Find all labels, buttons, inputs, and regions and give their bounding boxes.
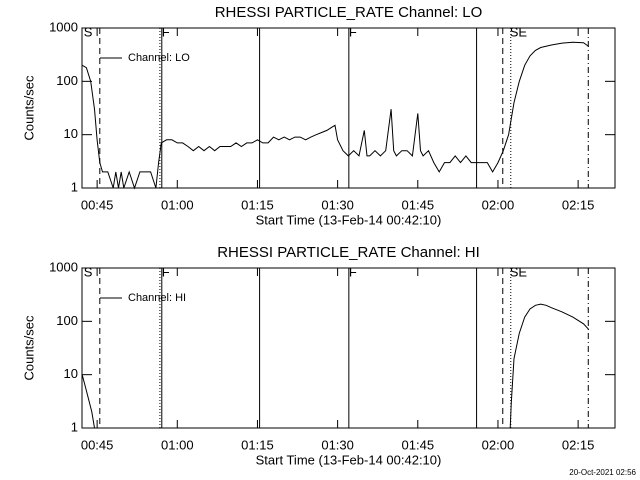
y-axis-label: Counts/sec — [21, 315, 36, 381]
x-tick-label: 00:45 — [81, 197, 114, 212]
chart-title: RHESSI PARTICLE_RATE Channel: HI — [217, 244, 480, 261]
data-line — [81, 41, 590, 190]
y-tick-label: 1000 — [49, 19, 78, 34]
x-tick-label: 02:00 — [482, 197, 515, 212]
x-axis-label: Start Time (13-Feb-14 00:42:10) — [256, 212, 442, 227]
legend-label: Channel: LO — [128, 52, 190, 64]
x-tick-label: 01:15 — [241, 197, 274, 212]
y-axis-label: Counts/sec — [21, 75, 36, 141]
y-tick-label: 1 — [71, 419, 78, 434]
x-tick-label: 00:45 — [81, 437, 114, 452]
x-tick-label: 02:15 — [562, 197, 595, 212]
x-tick-label: 01:30 — [321, 197, 354, 212]
y-tick-label: 100 — [56, 73, 78, 88]
event-flag: F — [162, 24, 170, 39]
y-tick-label: 10 — [64, 126, 78, 141]
y-tick-label: 1 — [71, 179, 78, 194]
x-tick-label: 01:15 — [241, 437, 274, 452]
x-tick-label: 02:15 — [562, 437, 595, 452]
x-tick-label: 01:45 — [402, 197, 435, 212]
event-flag: SE — [510, 24, 528, 39]
chart-title: RHESSI PARTICLE_RATE Channel: LO — [215, 4, 483, 21]
x-tick-label: 02:00 — [482, 437, 515, 452]
x-tick-label: 01:00 — [161, 437, 194, 452]
timestamp: 20-Oct-2021 02:56 — [569, 468, 636, 477]
event-flag: F — [349, 264, 357, 279]
y-tick-label: 1000 — [49, 259, 78, 274]
x-tick-label: 01:00 — [161, 197, 194, 212]
event-flag: F — [349, 24, 357, 39]
x-tick-label: 01:30 — [321, 437, 354, 452]
y-tick-label: 100 — [56, 313, 78, 328]
data-line — [81, 303, 590, 429]
event-flag: S — [84, 24, 93, 39]
event-flag: S — [84, 264, 93, 279]
y-tick-label: 10 — [64, 366, 78, 381]
legend-label: Channel: HI — [128, 292, 186, 304]
x-tick-label: 01:45 — [402, 437, 435, 452]
x-axis-label: Start Time (13-Feb-14 00:42:10) — [256, 452, 442, 467]
event-flag: F — [162, 264, 170, 279]
event-flag: SE — [510, 264, 528, 279]
